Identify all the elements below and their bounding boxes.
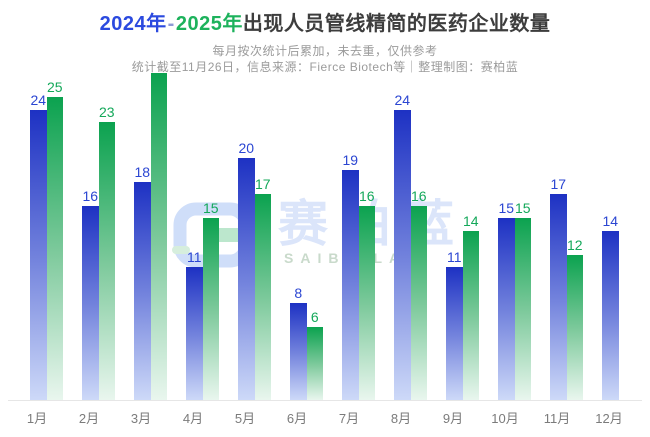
value-label-2024年-1月: 24 [30,92,47,108]
title-year-2025: 2025年 [175,13,243,35]
bar-2024年-11月 [550,194,567,400]
chart-title: 2024年-2025年出现人员管线精简的医药企业数量 [0,7,650,36]
value-label-2025年-1月: 25 [46,79,63,95]
x-axis-label: 1月 [26,411,48,426]
x-axis-label: 8月 [390,411,412,426]
bar-2025年-6月 [306,327,323,400]
x-axis-label: 9月 [442,411,464,426]
bar-2024年-6月 [290,303,307,400]
value-label-2024年-2月: 16 [82,188,99,204]
value-label-2025年-4月: 15 [202,200,219,216]
bar-2024年-2月 [82,206,99,400]
value-label-2024年-10月: 15 [498,200,515,216]
bar-2025年-11月 [566,255,583,400]
x-axis-label: 7月 [338,411,360,426]
value-label-2024年-8月: 24 [394,92,411,108]
bar-2024年-4月 [186,267,203,400]
x-axis-label: 10月 [491,411,519,426]
value-label-2024年-3月: 18 [134,164,151,180]
bar-2025年-7月 [358,206,375,400]
bar-2025年-2月 [98,122,115,400]
x-axis-line [8,400,642,401]
bar-2025年-9月 [462,231,479,400]
bar-2024年-12月 [602,231,619,400]
x-axis-label: 3月 [130,411,152,426]
value-label-2025年-6月: 6 [310,309,319,325]
bar-2024年-7月 [342,170,359,400]
x-axis-label: 5月 [234,411,256,426]
value-label-2024年-9月: 11 [446,249,462,265]
x-axis-label: 6月 [286,411,308,426]
title-year-2024: 2024年 [99,13,167,35]
bar-2025年-8月 [410,206,427,400]
value-label-2025年-2月: 23 [98,104,115,120]
value-label-2025年-5月: 17 [254,176,271,192]
bar-2025年-1月 [46,97,63,400]
title-dash: - [167,13,175,35]
title-suffix: 出现人员管线精简的医药企业数量 [242,13,551,35]
value-label-2024年-5月: 20 [238,140,255,156]
value-label-2025年-7月: 16 [358,188,375,204]
bar-2025年-3月 [150,73,167,400]
value-label-2025年-8月: 16 [410,188,427,204]
x-axis-label: 12月 [595,411,623,426]
value-label-2024年-6月: 8 [294,285,303,301]
subtitle-line-1: 每月按次统计后累加，未去重，仅供参考 [212,44,438,58]
x-axis-label: 2月 [78,411,100,426]
value-label-2025年-10月: 15 [514,200,531,216]
bar-2024年-3月 [134,182,151,400]
value-label-2024年-12月: 14 [602,213,619,229]
value-label-2025年-11月: 12 [566,237,583,253]
value-label-2024年-11月: 17 [550,176,567,192]
bar-2024年-8月 [394,110,411,400]
value-label-2025年-9月: 14 [462,213,479,229]
x-axis-label: 11月 [543,411,571,426]
value-label-2024年-7月: 19 [342,152,359,168]
bar-2025年-4月 [202,218,219,400]
bar-2024年-1月 [30,110,47,400]
bar-2025年-5月 [254,194,271,400]
bar-2024年-9月 [446,267,463,400]
bar-2024年-10月 [498,218,515,400]
x-axis-label: 4月 [182,411,204,426]
bar-2024年-5月 [238,158,255,400]
subtitle-line-2: 统计截至11月26日，信息来源：Fierce Biotech等｜整理制图：赛柏蓝 [131,60,519,74]
bar-2025年-10月 [514,218,531,400]
